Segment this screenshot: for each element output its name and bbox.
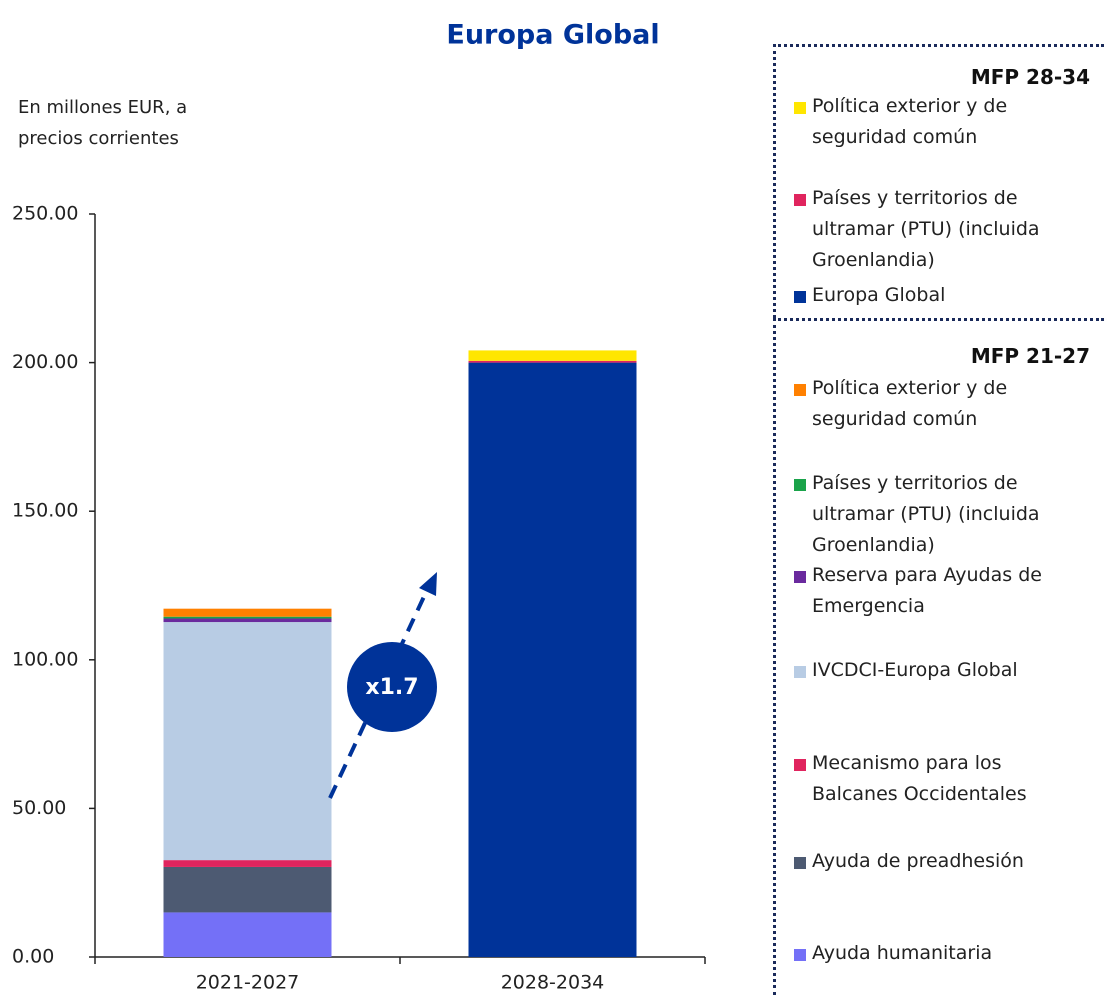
bar-segment	[163, 866, 332, 913]
legend-text: Política exterior y de seguridad común	[812, 95, 1008, 148]
legend-swatch	[794, 479, 806, 491]
legend-item: Política exterior y de seguridad común	[790, 91, 1072, 153]
bar-segment	[163, 618, 332, 623]
y-tick-label: 200.00	[12, 351, 78, 373]
legend-text: Reserva para Ayudas de Emergencia	[812, 564, 1042, 617]
legend-swatch	[794, 102, 806, 114]
legend-item: Mecanismo para los Balcanes Occidentales	[790, 748, 1072, 810]
legend-text: Ayuda humanitaria	[812, 942, 993, 964]
y-tick-label: 50.00	[12, 797, 66, 819]
legend-group: MFP 21-27 Política exterior y de segurida…	[773, 318, 1104, 995]
legend-text: Política exterior y de seguridad común	[812, 377, 1008, 430]
legend-swatch	[794, 571, 806, 583]
bar-segment	[163, 860, 332, 867]
legend-swatch	[794, 291, 806, 303]
legend-swatch	[794, 759, 806, 771]
legend-heading: MFP 21-27	[970, 344, 1090, 368]
legend-item: Política exterior y de seguridad común	[790, 373, 1072, 435]
legend-item: Países y territorios de ultramar (PTU) (…	[790, 183, 1072, 276]
legend-swatch	[794, 666, 806, 678]
legend-item: Reserva para Ayudas de Emergencia	[790, 560, 1072, 622]
legend-item: Países y territorios de ultramar (PTU) (…	[790, 468, 1072, 561]
y-tick-label: 250.00	[12, 203, 78, 225]
y-tick-label: 150.00	[12, 500, 78, 522]
bar-segment	[163, 608, 332, 617]
legend-text: Países y territorios de ultramar (PTU) (…	[812, 472, 1040, 556]
legend-text: IVCDCI-Europa Global	[812, 659, 1018, 681]
y-tick-label: 0.00	[12, 946, 54, 968]
y-tick-label: 100.00	[12, 648, 78, 670]
x-tick-label: 2021-2027	[196, 972, 300, 994]
legend-heading: MFP 28-34	[970, 65, 1090, 89]
bar-segment	[468, 350, 637, 361]
legend-swatch	[794, 384, 806, 396]
bar-segment	[163, 616, 332, 619]
arrow-head	[419, 572, 437, 596]
bar-segment	[163, 622, 332, 861]
legend-text: Países y territorios de ultramar (PTU) (…	[812, 187, 1040, 271]
legend-text: Mecanismo para los Balcanes Occidentales	[812, 752, 1027, 805]
legend-item: Ayuda humanitaria	[790, 938, 1072, 969]
x-tick-label: 2028-2034	[501, 972, 605, 994]
legend-item: Europa Global	[790, 280, 1072, 311]
legend-text: Europa Global	[812, 284, 946, 306]
legend-text: Ayuda de preadhesión	[812, 850, 1024, 872]
legend-item: IVCDCI-Europa Global	[790, 655, 1072, 686]
badge	[347, 642, 437, 732]
bar-segment	[468, 362, 637, 958]
legend-swatch	[794, 194, 806, 206]
legend-group: MFP 28-34 Política exterior y de segurida…	[773, 44, 1104, 318]
bar-segment	[163, 912, 332, 957]
legend-item: Ayuda de preadhesión	[790, 846, 1072, 877]
y-axis-label: En millones EUR, a precios corrientes	[18, 97, 188, 149]
legend-swatch	[794, 857, 806, 869]
bar-segment	[468, 360, 637, 363]
legend-swatch	[794, 949, 806, 961]
chart-title: Europa Global	[446, 20, 659, 51]
annotation: x1.7	[365, 675, 418, 700]
